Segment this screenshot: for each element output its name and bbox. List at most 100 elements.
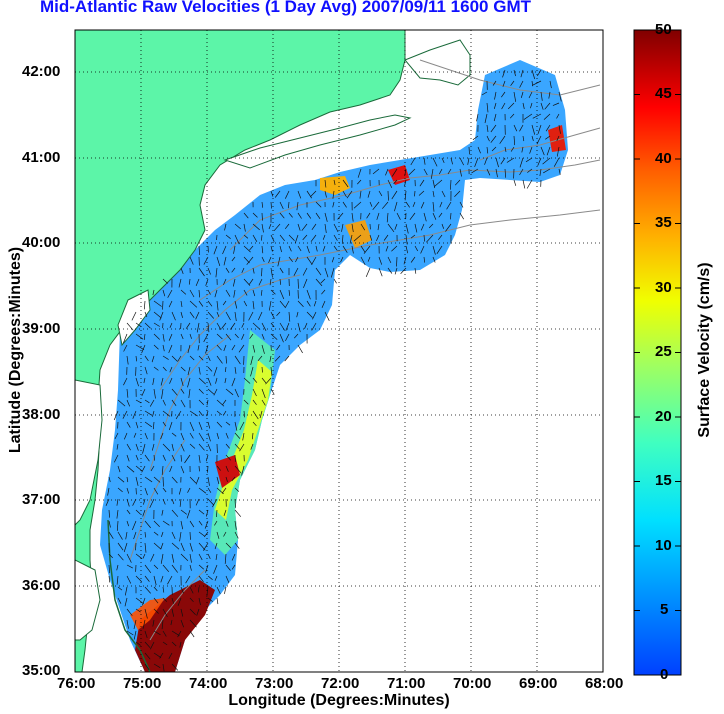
velocity-arrow bbox=[405, 223, 409, 234]
velocity-arrow bbox=[150, 553, 155, 562]
velocity-arrow bbox=[249, 333, 254, 339]
colorbar-tick-label: 30 bbox=[655, 279, 672, 296]
velocity-arrow bbox=[215, 553, 218, 560]
velocity-arrow bbox=[177, 630, 182, 638]
velocity-arrow bbox=[490, 124, 497, 133]
velocity-arrow bbox=[306, 289, 311, 300]
velocity-arrow bbox=[279, 300, 286, 308]
velocity-arrow bbox=[204, 531, 209, 538]
velocity-arrow bbox=[507, 102, 515, 110]
y-tick-label: 36:00 bbox=[22, 577, 61, 594]
velocity-arrow bbox=[195, 278, 200, 287]
velocity-arrow bbox=[234, 432, 241, 439]
velocity-arrow bbox=[162, 355, 169, 360]
velocity-arrow bbox=[405, 201, 410, 208]
velocity-arrow bbox=[231, 344, 236, 351]
velocity-arrow bbox=[357, 168, 362, 178]
land-cape-cod bbox=[404, 39, 471, 86]
velocity-arrow bbox=[369, 201, 373, 207]
velocity-arrow bbox=[216, 509, 218, 518]
velocity-arrow bbox=[212, 498, 218, 508]
velocity-arrow bbox=[418, 190, 425, 196]
velocity-arrow bbox=[168, 421, 173, 431]
velocity-arrow bbox=[432, 256, 436, 263]
velocity-arrow bbox=[126, 322, 134, 331]
velocity-arrow bbox=[297, 212, 302, 219]
velocity-arrow bbox=[261, 234, 263, 241]
velocity-arrow bbox=[495, 168, 498, 178]
velocity-arrow bbox=[304, 322, 308, 329]
velocity-arrow bbox=[296, 201, 299, 211]
velocity-arrow bbox=[189, 355, 195, 361]
velocity-arrow bbox=[261, 223, 264, 233]
velocity-arrow bbox=[198, 443, 205, 451]
velocity-arrow bbox=[284, 190, 290, 199]
velocity-arrow bbox=[450, 212, 452, 220]
velocity-arrow bbox=[396, 212, 401, 220]
velocity-arrow bbox=[153, 520, 160, 527]
velocity-arrow bbox=[441, 190, 446, 198]
velocity-arrow bbox=[180, 432, 185, 441]
velocity-arrow bbox=[195, 476, 200, 485]
velocity-arrow bbox=[207, 267, 211, 275]
velocity-arrow bbox=[274, 355, 281, 362]
velocity-arrow bbox=[162, 410, 171, 417]
velocity-arrow bbox=[467, 157, 470, 165]
velocity-arrow bbox=[268, 300, 272, 311]
velocity-arrow bbox=[160, 575, 164, 583]
velocity-arrow bbox=[162, 278, 168, 284]
velocity-arrow bbox=[122, 333, 128, 344]
velocity-arrow bbox=[198, 267, 205, 277]
velocity-arrow bbox=[432, 212, 437, 220]
velocity-arrow bbox=[225, 465, 229, 472]
velocity-arrow bbox=[189, 432, 194, 439]
velocity-arrow bbox=[171, 355, 178, 362]
velocity-arrow bbox=[180, 586, 184, 594]
velocity-arrow bbox=[207, 443, 212, 452]
velocity-arrow bbox=[273, 223, 281, 232]
velocity-arrow bbox=[207, 300, 213, 307]
velocity-arrow bbox=[216, 586, 221, 594]
velocity-arrow bbox=[414, 190, 416, 197]
velocity-arrow bbox=[502, 69, 506, 78]
velocity-arrow bbox=[144, 575, 150, 582]
velocity-arrow bbox=[153, 652, 162, 658]
velocity-arrow bbox=[446, 201, 452, 210]
velocity-arrow bbox=[426, 234, 434, 243]
velocity-arrow bbox=[342, 179, 349, 188]
velocity-arrow bbox=[261, 322, 267, 331]
velocity-arrow bbox=[285, 322, 290, 331]
velocity-arrow bbox=[459, 201, 464, 208]
velocity-arrow bbox=[144, 355, 149, 362]
velocity-arrow bbox=[143, 377, 146, 384]
velocity-arrow bbox=[359, 190, 362, 199]
velocity-arrow bbox=[198, 575, 204, 583]
velocity-arrow bbox=[131, 520, 137, 531]
velocity-arrow bbox=[510, 146, 515, 152]
velocity-arrow bbox=[501, 102, 506, 110]
velocity-arrow bbox=[493, 113, 497, 122]
velocity-arrow bbox=[486, 102, 489, 113]
velocity-arrow bbox=[270, 289, 276, 295]
velocity-arrow bbox=[525, 157, 533, 163]
velocity-arrow bbox=[519, 168, 524, 176]
velocity-arrow bbox=[171, 597, 175, 604]
velocity-arrow bbox=[520, 69, 524, 78]
velocity-arrow bbox=[216, 256, 221, 267]
velocity-arrow bbox=[363, 245, 371, 254]
velocity-arrow bbox=[198, 421, 203, 431]
velocity-arrow bbox=[297, 223, 301, 231]
velocity-arrow bbox=[450, 179, 452, 190]
velocity-arrow bbox=[486, 168, 491, 176]
velocity-arrow bbox=[296, 311, 299, 318]
y-tick-label: 41:00 bbox=[22, 149, 61, 166]
velocity-arrow bbox=[420, 223, 425, 231]
velocity-arrow bbox=[162, 586, 165, 593]
velocity-arrow bbox=[493, 102, 497, 109]
velocity-arrow bbox=[311, 223, 317, 231]
velocity-arrow bbox=[213, 388, 218, 396]
velocity-arrow bbox=[153, 487, 159, 495]
velocity-arrow bbox=[180, 619, 185, 628]
velocity-arrow bbox=[198, 366, 201, 375]
y-tick-label: 38:00 bbox=[22, 406, 61, 423]
